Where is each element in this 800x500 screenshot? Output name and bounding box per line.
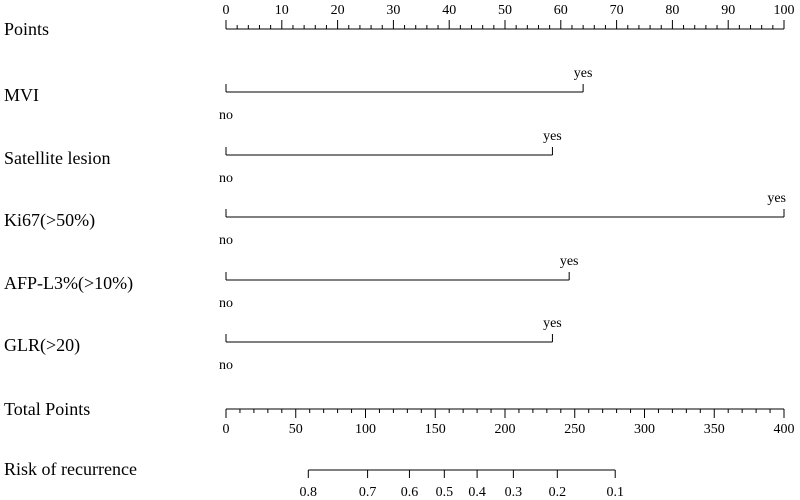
level-label-satellite-lesion-yes: yes xyxy=(543,129,562,144)
points-tick-label: 30 xyxy=(386,3,400,18)
variable-label-ki67-50: Ki67(>50%) xyxy=(4,210,95,231)
risk-tick-label: 0.8 xyxy=(300,485,318,500)
risk-tick-label: 0.3 xyxy=(505,485,523,500)
variable-label-glr-20: GLR(>20) xyxy=(4,335,80,356)
total-points-label: Total Points xyxy=(4,399,90,419)
risk-tick-label: 0.4 xyxy=(468,485,486,500)
risk-label: Risk of recurrence xyxy=(4,459,137,479)
total-points-tick-label: 50 xyxy=(289,422,303,437)
total-points-tick-label: 400 xyxy=(774,422,795,437)
level-label-ki67-50-yes: yes xyxy=(767,191,786,206)
total-points-tick-label: 300 xyxy=(634,422,655,437)
variable-label-satellite-lesion: Satellite lesion xyxy=(4,148,110,168)
total-points-tick-label: 100 xyxy=(355,422,376,437)
risk-tick-label: 0.1 xyxy=(606,485,624,500)
level-label-afp-l3-10-yes: yes xyxy=(560,254,579,269)
risk-tick-label: 0.5 xyxy=(436,485,454,500)
total-points-tick-label: 150 xyxy=(425,422,446,437)
total-points-tick-label: 250 xyxy=(564,422,585,437)
points-tick-label: 100 xyxy=(774,3,795,18)
risk-tick-label: 0.6 xyxy=(401,485,419,500)
points-tick-label: 10 xyxy=(275,3,289,18)
risk-tick-label: 0.7 xyxy=(359,485,377,500)
level-label-glr-20-yes: yes xyxy=(543,316,562,331)
level-label-satellite-lesion-no: no xyxy=(219,171,233,186)
points-tick-label: 0 xyxy=(223,3,230,18)
total-points-tick-label: 0 xyxy=(223,422,230,437)
variable-label-afp-l3-10: AFP-L3%(>10%) xyxy=(4,273,133,294)
level-label-glr-20-no: no xyxy=(219,358,233,373)
points-tick-label: 90 xyxy=(721,3,735,18)
points-tick-label: 70 xyxy=(610,3,624,18)
total-points-tick-label: 350 xyxy=(704,422,725,437)
total-points-tick-label: 200 xyxy=(495,422,516,437)
points-tick-label: 60 xyxy=(554,3,568,18)
level-label-mvi-yes: yes xyxy=(574,66,593,81)
points-tick-label: 20 xyxy=(331,3,345,18)
risk-tick-label: 0.2 xyxy=(549,485,567,500)
points-tick-label: 50 xyxy=(498,3,512,18)
variable-label-mvi: MVI xyxy=(4,85,39,105)
level-label-mvi-no: no xyxy=(219,108,233,123)
points-label: Points xyxy=(4,19,49,39)
points-tick-label: 80 xyxy=(665,3,679,18)
level-label-afp-l3-10-no: no xyxy=(219,296,233,311)
points-tick-label: 40 xyxy=(442,3,456,18)
level-label-ki67-50-no: no xyxy=(219,233,233,248)
